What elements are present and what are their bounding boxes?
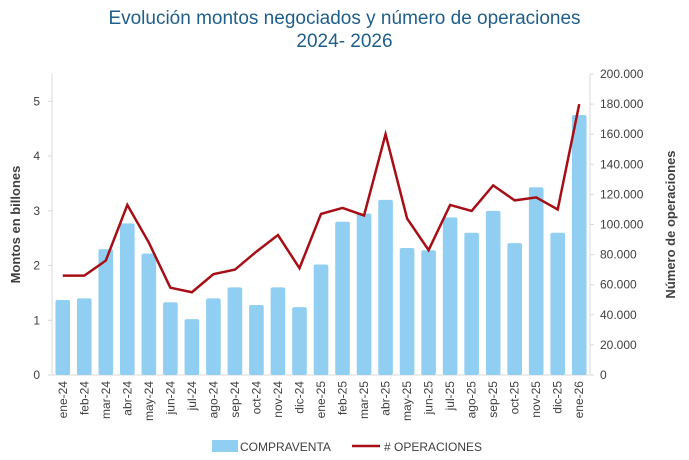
y-tick-label: 2 — [33, 259, 40, 273]
bar-oct-24 — [249, 304, 264, 375]
x-tick-label: mar-25 — [357, 381, 371, 419]
legend-swatch-compraventa — [212, 440, 238, 452]
bar-dic-25 — [550, 232, 566, 375]
bar-ene-24 — [55, 300, 71, 375]
x-tick-label: sep-25 — [486, 381, 500, 418]
y2-tick-label: 20.000 — [600, 338, 637, 352]
y-axis-label: Montos en billones — [8, 166, 23, 284]
bar-jul-24 — [184, 319, 200, 375]
y2-tick-label: 160.000 — [600, 127, 644, 141]
y-tick-label: 5 — [33, 94, 40, 108]
x-tick-label: oct-24 — [249, 381, 263, 415]
x-tick-label: dic-24 — [292, 381, 306, 414]
y2-tick-label: 60.000 — [600, 278, 637, 292]
line-operaciones — [62, 103, 581, 294]
x-tick-label: feb-25 — [336, 381, 350, 415]
bar-may-25 — [399, 248, 415, 375]
x-tick-label: ene-25 — [314, 381, 328, 419]
bar-abr-24 — [120, 223, 135, 375]
y2-tick-label: 100.000 — [600, 218, 644, 232]
bar-ene-25 — [313, 264, 329, 375]
legend-label-operaciones: # OPERACIONES — [384, 440, 482, 454]
y-tick-label: 3 — [33, 204, 40, 218]
x-tick-label: abr-24 — [120, 381, 134, 416]
bar-sep-24 — [227, 287, 243, 375]
bar-dic-24 — [292, 307, 307, 375]
y-tick-label: 0 — [33, 368, 40, 382]
x-tick-label: jul-24 — [185, 381, 199, 412]
y2-tick-label: 0 — [600, 368, 607, 382]
bar-mar-25 — [356, 213, 372, 375]
bar-jul-25 — [442, 217, 458, 375]
y2-tick-label: 40.000 — [600, 308, 637, 322]
bar-jun-24 — [163, 302, 178, 375]
x-tick-label: dic-25 — [551, 381, 565, 414]
bar-oct-25 — [507, 243, 522, 375]
bar-ene-26 — [571, 115, 587, 375]
bar-abr-25 — [378, 199, 393, 375]
x-tick-label: may-24 — [142, 381, 156, 421]
chart-subtitle: 2024- 2026 — [296, 31, 393, 52]
x-tick-label: may-25 — [400, 381, 414, 421]
x-tick-label: mar-24 — [99, 381, 113, 419]
x-tick-label: feb-24 — [77, 381, 91, 415]
bar-feb-25 — [335, 221, 350, 375]
y-tick-label: 4 — [33, 149, 40, 163]
y-tick-label: 1 — [33, 313, 40, 327]
bar-ago-25 — [464, 232, 479, 375]
x-tick-label: abr-25 — [379, 381, 393, 416]
x-tick-label: ene-26 — [572, 381, 586, 419]
x-tick-label: oct-25 — [508, 381, 522, 415]
x-tick-label: ago-25 — [465, 381, 479, 419]
x-tick-label: jul-25 — [443, 381, 457, 412]
x-tick-label: nov-25 — [529, 381, 543, 418]
x-tick-label: ene-24 — [56, 381, 70, 419]
y2-tick-label: 180.000 — [600, 97, 644, 111]
bar-sep-25 — [485, 210, 501, 375]
y2-tick-label: 80.000 — [600, 248, 637, 262]
legend-label-compraventa: COMPRAVENTA — [240, 440, 331, 454]
bar-ago-24 — [206, 298, 221, 375]
bar-jun-25 — [421, 250, 436, 375]
y2-tick-label: 140.000 — [600, 157, 644, 171]
x-tick-label: jun-24 — [163, 381, 177, 416]
x-tick-label: ago-24 — [206, 381, 220, 419]
x-tick-label: nov-24 — [271, 381, 285, 418]
bar-may-24 — [141, 253, 157, 375]
y2-axis-label: Número de operaciones — [663, 150, 678, 298]
bar-nov-24 — [270, 287, 286, 375]
y2-tick-label: 200.000 — [600, 67, 644, 81]
bar-mar-24 — [98, 249, 114, 375]
y2-tick-label: 120.000 — [600, 187, 644, 201]
x-tick-label: sep-24 — [228, 381, 242, 418]
bar-feb-24 — [76, 298, 92, 375]
bar-nov-25 — [528, 187, 544, 375]
x-tick-label: jun-25 — [422, 381, 436, 416]
chart-title: Evolución montos negociados y número de … — [108, 8, 581, 29]
